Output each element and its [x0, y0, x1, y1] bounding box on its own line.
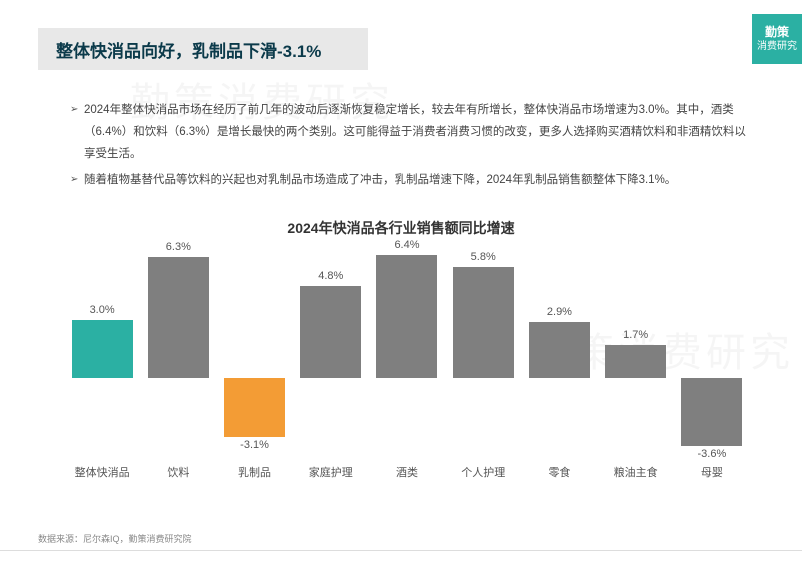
bar-slot: -3.1%	[216, 244, 292, 454]
value-label: 4.8%	[293, 270, 369, 282]
bar-chart: 3.0%6.3%-3.1%4.8%6.4%5.8%2.9%1.7%-3.6% 整…	[64, 244, 750, 494]
bar-slot: 2.9%	[521, 244, 597, 454]
category-label: 饮料	[140, 464, 216, 480]
bar	[72, 320, 133, 377]
bar-slot: 6.4%	[369, 244, 445, 454]
value-label: 5.8%	[445, 251, 521, 263]
brand-logo: 勤策 消费研究	[752, 14, 802, 64]
value-label: 3.0%	[64, 304, 140, 316]
bar	[148, 257, 209, 377]
chart-title: 2024年快消品各行业销售额同比增速	[0, 218, 802, 238]
category-label: 零食	[521, 464, 597, 480]
category-label: 母婴	[674, 464, 750, 480]
bar	[529, 322, 590, 377]
header-band: 整体快消品向好，乳制品下滑-3.1%	[38, 28, 368, 70]
bar-slot: 3.0%	[64, 244, 140, 454]
bar	[224, 378, 285, 437]
logo-line1: 勤策	[765, 25, 789, 41]
value-label: -3.6%	[674, 448, 750, 460]
bullet-1: 2024年整体快消品市场在经历了前几年的波动后逐渐恢复稳定增长，较去年有所增长，…	[70, 100, 747, 166]
chart-plot: 3.0% 6.3% -3.1% 4.8%6.4%5.8% 2.9%1.7%-3.6%	[64, 244, 750, 454]
value-label: -3.1%	[216, 439, 292, 451]
bar	[605, 345, 666, 377]
value-label: 6.3%	[140, 241, 216, 253]
value-label: 2.9%	[521, 306, 597, 318]
bullet-2: 随着植物基替代品等饮料的兴起也对乳制品市场造成了冲击，乳制品增速下降，2024年…	[70, 170, 747, 192]
category-label: 乳制品	[216, 464, 292, 480]
page-title: 整体快消品向好，乳制品下滑-3.1%	[56, 37, 321, 62]
bar	[376, 255, 437, 377]
bar-slot: 4.8%	[293, 244, 369, 454]
value-label: 1.7%	[598, 329, 674, 341]
value-label: 6.4%	[369, 239, 445, 251]
chart-category-labels: 整体快消品饮料乳制品家庭护理酒类个人护理零食粮油主食母婴	[64, 464, 750, 484]
bar-slot: 1.7%	[598, 244, 674, 454]
footer-rule	[0, 550, 802, 551]
data-source: 数据来源：尼尔森IQ，勤策消费研究院	[38, 532, 192, 545]
category-label: 酒类	[369, 464, 445, 480]
bar	[453, 267, 514, 378]
bar-slot: 6.3%	[140, 244, 216, 454]
category-label: 整体快消品	[64, 464, 140, 480]
bar-slot: 5.8%	[445, 244, 521, 454]
category-label: 家庭护理	[293, 464, 369, 480]
body-text: 2024年整体快消品市场在经历了前几年的波动后逐渐恢复稳定增长，较去年有所增长，…	[70, 100, 747, 195]
bar-slot: -3.6%	[674, 244, 750, 454]
bar	[300, 286, 361, 378]
bar	[681, 378, 742, 447]
category-label: 粮油主食	[598, 464, 674, 480]
category-label: 个人护理	[445, 464, 521, 480]
logo-line2: 消费研究	[757, 40, 797, 53]
